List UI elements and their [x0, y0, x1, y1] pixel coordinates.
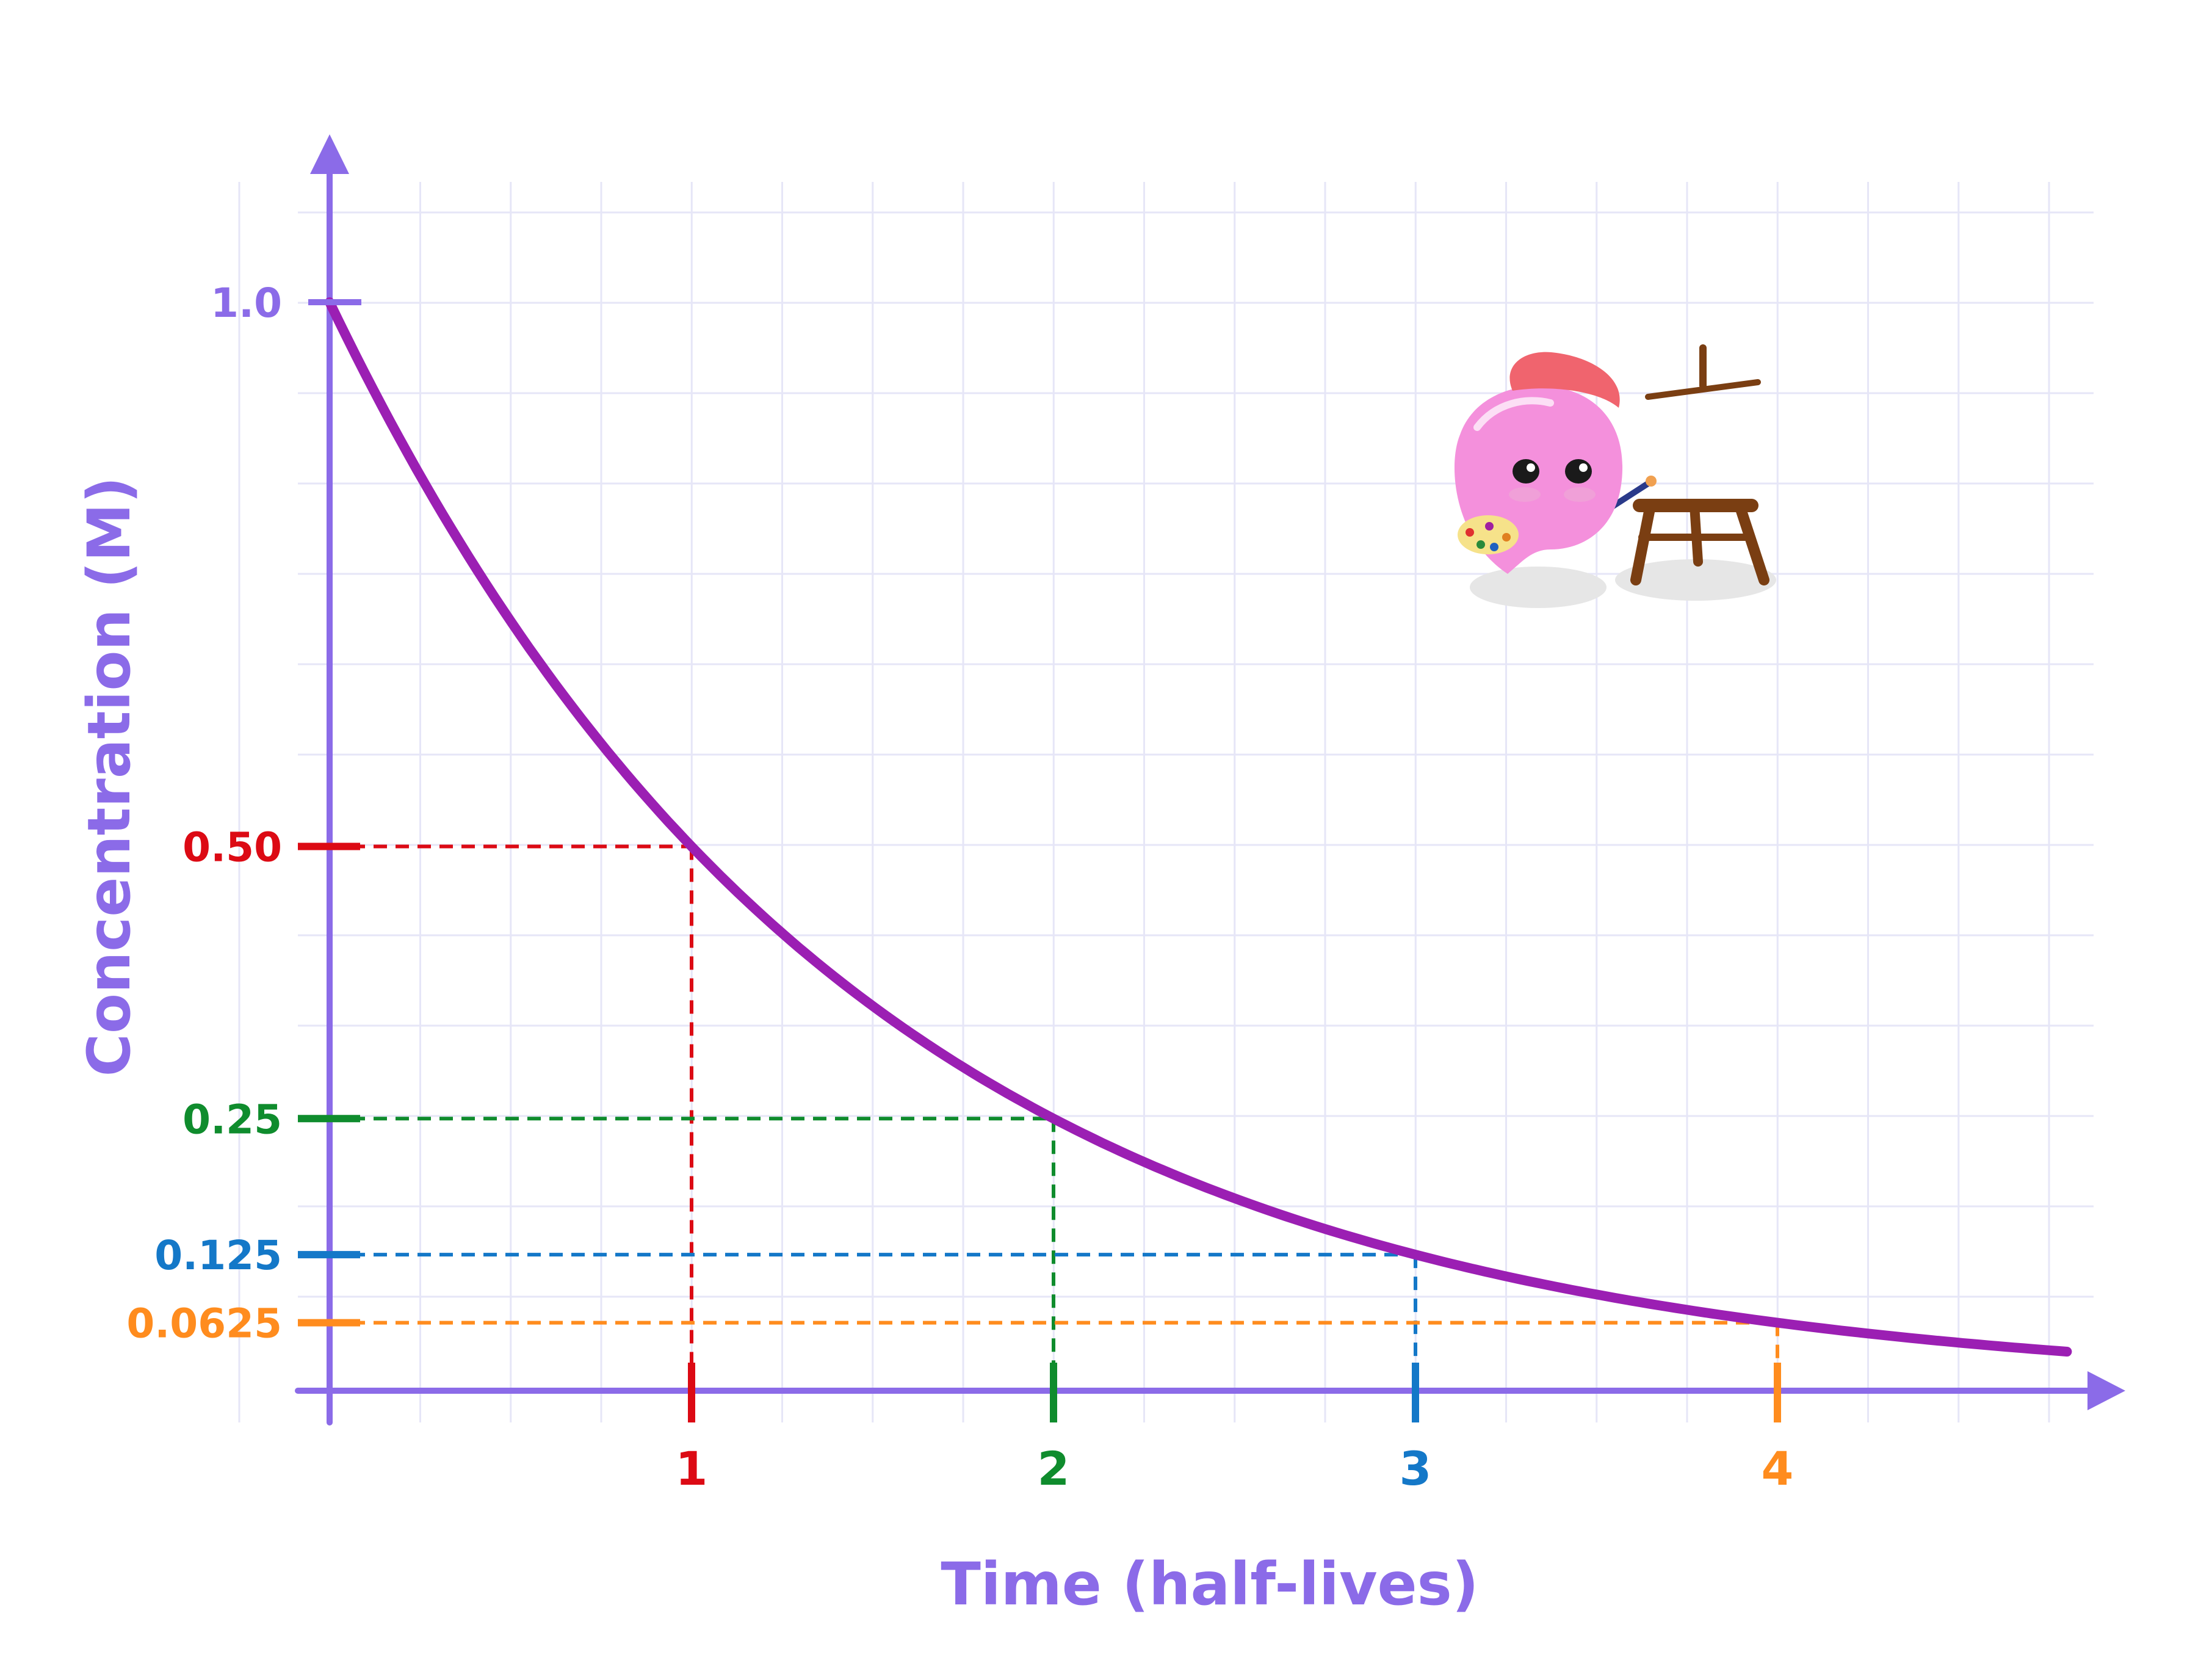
x-axis-arrow-icon [2087, 1371, 2125, 1410]
y-tick-label-4: 0.0625 [126, 1300, 282, 1347]
y-axis-title: Concentration (M) [75, 477, 143, 1077]
decay-curve [325, 297, 2072, 1357]
y-tick-label-top: 1.0 [211, 280, 282, 327]
guide-lines [330, 844, 1779, 1391]
y-axis-arrow-icon [310, 134, 349, 174]
painter-blob-mascot [1454, 344, 1776, 608]
tick-marks: 0.50 1 0.25 2 0.125 3 0.0625 4 [126, 824, 1793, 1496]
x-axis-title: Time (half-lives) [941, 1550, 1478, 1618]
x-tick-label-3: 3 [1400, 1441, 1432, 1496]
x-tick-label-2: 2 [1038, 1441, 1070, 1496]
grid [238, 182, 2094, 1422]
y-tick-label-2: 0.25 [183, 1096, 282, 1143]
y-tick-label-3: 0.125 [154, 1232, 282, 1279]
easel-icon [1630, 344, 1769, 585]
top-tick: 1.0 [211, 280, 361, 327]
y-tick-label-1: 0.50 [183, 824, 282, 871]
palette-icon [1458, 515, 1519, 554]
axes [295, 134, 2125, 1426]
x-tick-label-1: 1 [676, 1441, 708, 1496]
x-tick-label-4: 4 [1762, 1441, 1794, 1496]
